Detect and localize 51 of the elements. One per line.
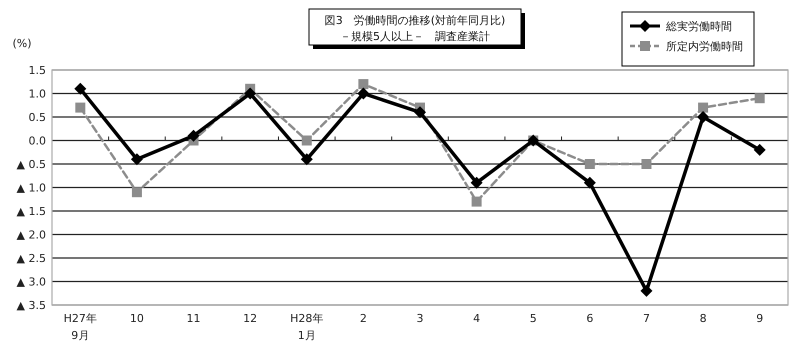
y-tick-label: 1.5 (28, 64, 46, 77)
point (357, 88, 370, 100)
point (754, 144, 766, 156)
point (75, 102, 86, 113)
x-tick-label: 8 (700, 312, 707, 325)
point (472, 196, 482, 207)
point (132, 187, 142, 198)
chart-subtitle: －規模5人以上－ 調査産業計 (340, 30, 490, 43)
y-tick-label: ▲ 3.0 (16, 276, 46, 288)
y-tick-label: 1.0 (28, 88, 46, 100)
point (584, 159, 595, 169)
point (74, 82, 86, 95)
point (300, 153, 313, 166)
point (188, 130, 200, 142)
y-axis-title: (%) (12, 37, 32, 50)
x-tick-label: 2 (360, 312, 367, 325)
legend-label: 所定内労働時間 (666, 40, 743, 53)
title: 図3 労働時間の推移(対前年同月比) －規模5人以上－ 調査産業計 (308, 8, 525, 49)
y-tick-label: ▲ 1.0 (16, 182, 46, 194)
y-tick-label: 0.0 (28, 134, 46, 148)
point (584, 176, 596, 189)
x-tick-label: 6 (586, 312, 594, 325)
point (641, 159, 652, 169)
chart-title: 図3 労働時間の推移(対前年同月比) (324, 14, 506, 27)
y-tick-label: ▲ 0.5 (16, 158, 46, 171)
x-tick-label: 11 (186, 312, 201, 325)
point (414, 106, 426, 118)
x-tick-label: 9 (756, 312, 764, 325)
y-tick-label: ▲ 2.0 (16, 228, 46, 242)
point (244, 88, 256, 100)
x-tick-label: 4 (473, 312, 480, 325)
point (640, 284, 652, 297)
point (754, 93, 765, 104)
y-tick-label: ▲ 1.5 (16, 205, 46, 218)
y-tick-label: ▲ 3.5 (16, 299, 46, 312)
point (302, 136, 312, 146)
point (697, 111, 710, 123)
x-tick-label: 3 (416, 312, 424, 325)
x-tick-label: 10 (130, 312, 144, 325)
point (470, 176, 483, 189)
x-tick-label: 7 (642, 312, 650, 325)
point (698, 102, 708, 113)
point (130, 153, 143, 166)
x-tick-label: H28年 1月 (290, 312, 324, 342)
x-tick-label: H27年 9月 (64, 312, 97, 342)
y-tick-label: ▲ 2.5 (16, 252, 46, 265)
x-tick-label: 5 (530, 312, 537, 325)
y-tick-label: 0.5 (28, 111, 46, 124)
point (358, 79, 368, 90)
x-tick-label: 12 (243, 312, 258, 325)
legend-label: 総実労働時間 (665, 20, 732, 33)
